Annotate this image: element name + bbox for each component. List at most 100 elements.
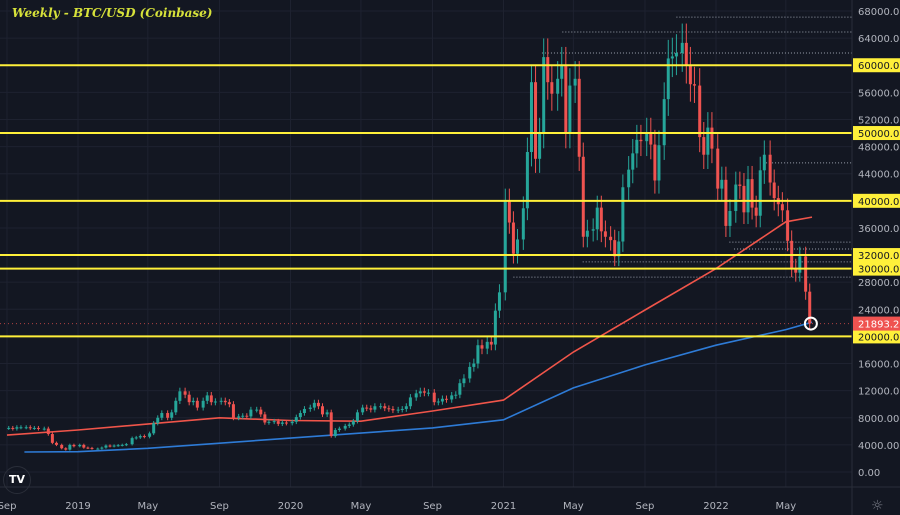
candle-body — [160, 413, 164, 418]
candle-body — [19, 427, 23, 429]
candle-body — [86, 447, 90, 449]
candle-body — [104, 445, 108, 448]
candle-body — [674, 53, 678, 57]
time-axis-label: Sep — [423, 501, 442, 512]
candle-body — [462, 378, 466, 384]
candle-body — [68, 444, 72, 450]
time-axis-label: Sep — [210, 501, 229, 512]
candle-body — [546, 57, 550, 83]
candle-body — [96, 448, 100, 450]
candle-body — [631, 153, 635, 170]
candle-body — [201, 400, 205, 408]
price-axis-label: 56000.00 — [858, 88, 900, 99]
candle-body — [280, 422, 284, 424]
price-axis-label: 36000.00 — [858, 224, 900, 235]
candle-body — [255, 409, 259, 411]
last-price-circle-marker — [803, 316, 818, 331]
gear-icon[interactable]: ☼ — [871, 498, 884, 514]
candle-body — [493, 310, 497, 345]
price-axis-label: 52000.00 — [858, 115, 900, 126]
candle-body — [241, 415, 245, 417]
candle-body — [440, 398, 444, 402]
candle-body — [408, 397, 412, 407]
candle-body — [404, 406, 408, 409]
candle-body — [24, 427, 28, 429]
candle-body — [780, 204, 784, 211]
candle-body — [333, 429, 337, 437]
candle-body — [750, 179, 754, 208]
candle-body — [7, 427, 11, 429]
candle-body — [734, 184, 738, 211]
candle-body — [684, 42, 688, 66]
candle-body — [595, 207, 599, 230]
candle-body — [191, 400, 195, 403]
candle-body — [680, 42, 684, 54]
candle-body — [432, 392, 436, 403]
price-axis-label: 64000.00 — [858, 34, 900, 45]
candle-body — [798, 256, 802, 273]
candle-body — [64, 448, 68, 450]
candle-body — [178, 391, 182, 401]
candle-body — [609, 236, 613, 241]
candle-body — [414, 393, 418, 398]
candle-body — [746, 179, 750, 213]
candle-body — [480, 345, 484, 349]
candle-body — [556, 78, 560, 94]
candle-body — [627, 169, 631, 188]
candle-body — [148, 433, 152, 437]
candle-body — [808, 291, 812, 324]
candle-body — [237, 416, 241, 418]
candle-body — [54, 442, 58, 445]
level-price-badge — [853, 248, 900, 263]
candle-body — [599, 207, 603, 232]
moving-average-slow-line — [24, 321, 813, 453]
candle-body — [550, 82, 554, 94]
candle-body — [130, 438, 134, 445]
candle-body — [454, 394, 458, 396]
time-axis-label: Sep — [0, 501, 16, 512]
last-price-label: 21893.22 — [858, 320, 900, 331]
time-axis-label: May — [776, 501, 797, 512]
candle-body — [666, 58, 670, 100]
candle-body — [72, 444, 76, 447]
candle-body — [219, 400, 223, 402]
candle-body — [476, 345, 480, 364]
candle-body — [195, 400, 199, 408]
time-axis-label: 2022 — [703, 501, 728, 512]
candle-body — [302, 408, 306, 414]
candle-body — [794, 267, 798, 273]
candle-body — [542, 57, 546, 134]
candle-body — [312, 402, 316, 408]
candle-body — [174, 400, 178, 413]
candle-body — [337, 428, 341, 430]
candle-body — [134, 437, 138, 439]
candle-body — [15, 427, 19, 429]
level-price-label: 60000.00 — [858, 61, 900, 72]
candle-body — [347, 424, 351, 426]
candle-body — [276, 421, 280, 424]
candle-body — [577, 78, 581, 157]
candle-body — [138, 436, 142, 438]
candle-body — [521, 208, 525, 240]
candle-body — [497, 292, 501, 311]
level-price-badge — [853, 193, 900, 208]
candle-body — [259, 409, 263, 415]
tradingview-logo-icon[interactable]: TV — [3, 466, 31, 494]
candle-body — [351, 421, 355, 425]
level-price-badge — [853, 58, 900, 73]
candle-body — [698, 85, 702, 138]
candle-body — [662, 99, 666, 146]
candle-body — [538, 133, 542, 159]
price-axis-label: 0.00 — [858, 468, 880, 479]
candle-body — [249, 409, 253, 417]
candle-body — [50, 434, 54, 443]
candle-body — [525, 152, 529, 209]
candle-body — [564, 65, 568, 134]
level-price-badge — [853, 126, 900, 141]
candle-body — [124, 444, 128, 446]
candle-body — [754, 207, 758, 216]
candle-body — [42, 428, 46, 430]
candle-body — [534, 82, 538, 159]
candle-body — [426, 392, 430, 394]
